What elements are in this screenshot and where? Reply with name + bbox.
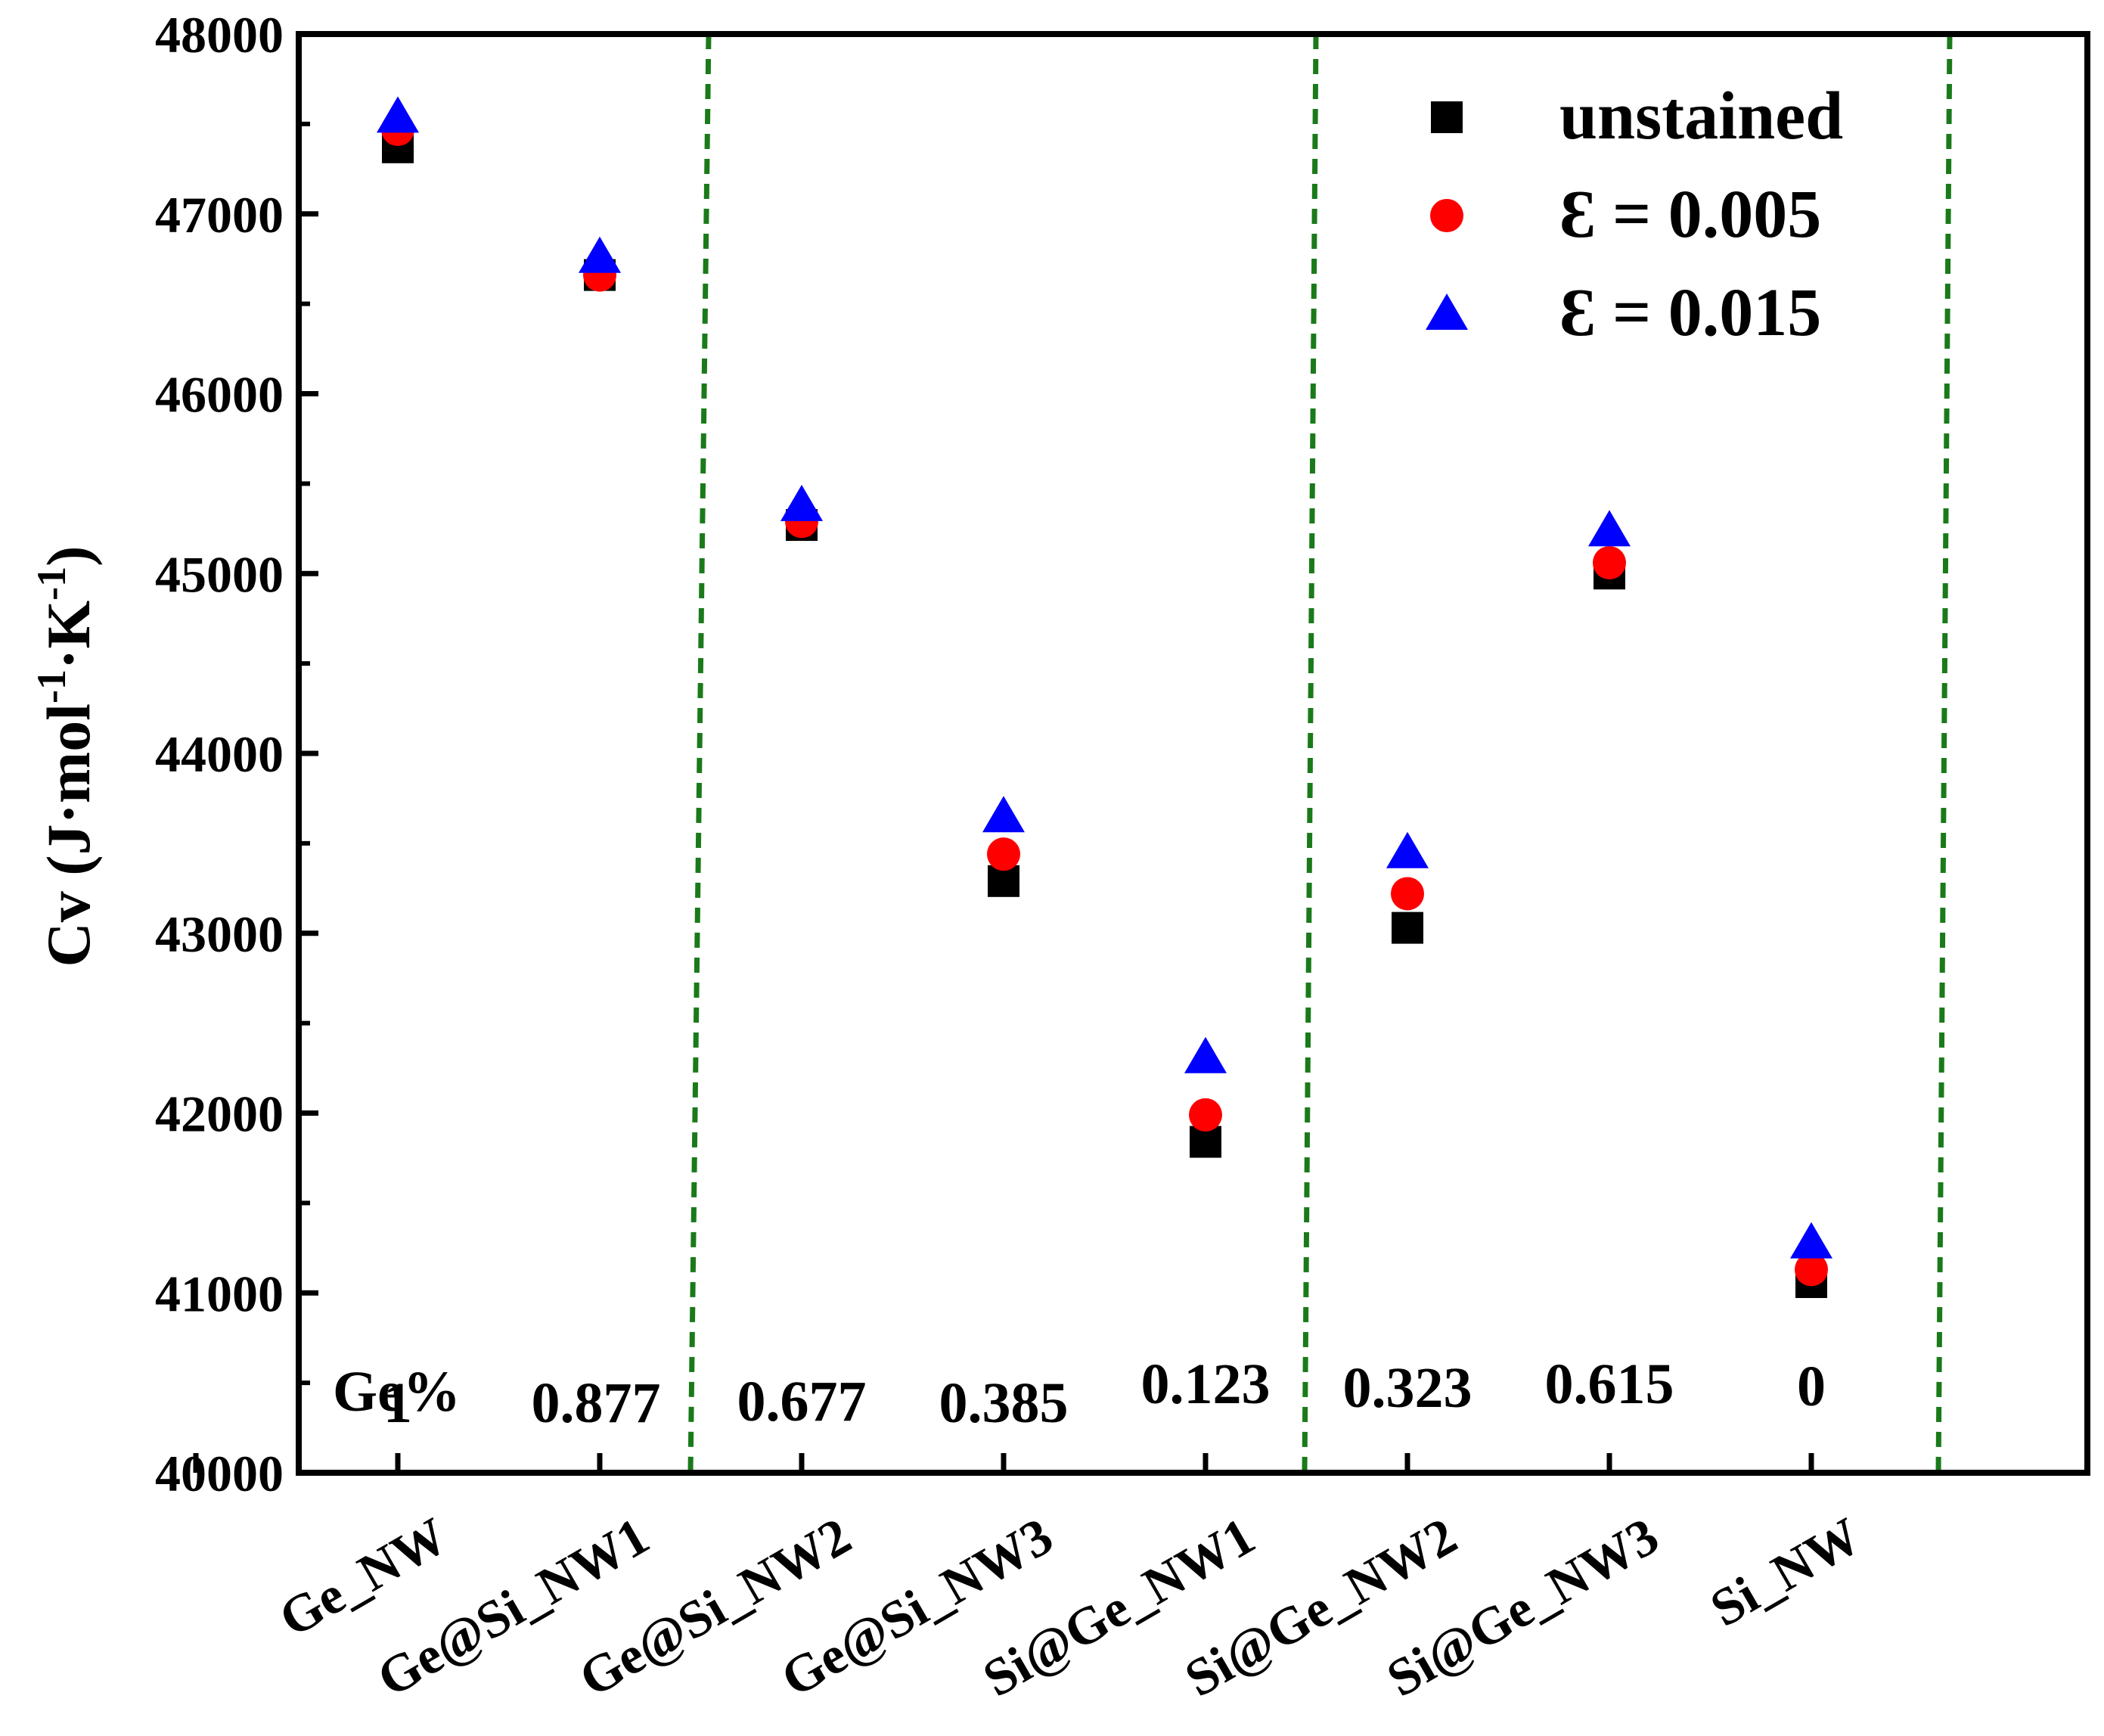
y-tick-label: 48000 xyxy=(155,6,284,64)
legend-item-unstained-marker xyxy=(1431,101,1463,133)
ge-fraction-value: 0.877 xyxy=(532,1371,661,1435)
point-strain-0015 xyxy=(780,484,823,521)
y-tick-label: 41000 xyxy=(155,1265,284,1322)
separator-line xyxy=(687,33,712,1474)
point-strain-0015 xyxy=(982,796,1025,833)
point-strain-0015 xyxy=(1588,510,1631,547)
y-tick-label: 47000 xyxy=(155,186,284,244)
point-strain-0005 xyxy=(1391,877,1424,911)
legend: unstained Ɛ = 0.005 Ɛ = 0.015 xyxy=(1426,79,1843,350)
y-axis-label-main: Cv (J·mol xyxy=(34,703,103,967)
ge-fraction-value: 0 xyxy=(1797,1355,1826,1418)
ge-fraction-value: 0.615 xyxy=(1545,1352,1674,1416)
region-separators xyxy=(687,33,1953,1474)
separator-line xyxy=(1302,33,1319,1474)
point-strain-0015 xyxy=(1184,1036,1227,1073)
y-tick-label: 42000 xyxy=(155,1085,284,1143)
plot-frame xyxy=(296,31,2090,1476)
y-axis-label-sup1: -1 xyxy=(29,669,74,703)
legend-item-unstained-label: unstained xyxy=(1559,79,1843,154)
point-strain-0015 xyxy=(579,236,621,273)
point-strain-0005 xyxy=(987,837,1020,871)
legend-item-strain-0015-label: Ɛ = 0.015 xyxy=(1559,275,1821,350)
y-axis-label-sup2: -1 xyxy=(29,567,74,601)
y-axis: 40000 41000 42000 43000 44000 45000 46000 47000… xyxy=(155,6,318,1502)
ge-fraction-value: 1 xyxy=(383,1371,412,1435)
separator-line xyxy=(1935,33,1953,1474)
ge-fraction-value: 0.385 xyxy=(939,1371,1069,1435)
y-tick-label: 45000 xyxy=(155,545,284,603)
y-axis-label-mid: ·K xyxy=(34,601,103,669)
point-strain-0015 xyxy=(1790,1222,1832,1259)
legend-item-strain-0005-label: Ɛ = 0.005 xyxy=(1559,177,1821,252)
y-tick-label: 43000 xyxy=(155,905,284,963)
ge-fraction-value: 0.123 xyxy=(1141,1352,1271,1416)
y-tick-label: 44000 xyxy=(155,725,284,783)
point-strain-0005 xyxy=(1795,1253,1828,1287)
y-axis-label: Cv (J·mol-1·K-1) xyxy=(29,546,103,967)
point-unstained xyxy=(1392,911,1423,944)
y-axis-label-end: ) xyxy=(34,546,103,567)
point-strain-0015 xyxy=(1386,831,1429,868)
data-points xyxy=(377,96,1832,1298)
ge-fraction-value: 0.677 xyxy=(737,1370,867,1433)
point-strain-0015 xyxy=(377,96,419,133)
legend-item-strain-0015-marker xyxy=(1426,293,1468,330)
ge-fraction-value: 0.323 xyxy=(1343,1356,1472,1420)
ge-fraction-labels: Ge%1 0.877 0.677 0.385 0.123 0.323 0.615 0 xyxy=(333,1352,1826,1435)
ge-percent-label: Ge% xyxy=(333,1360,461,1424)
y-tick-label: 40000 xyxy=(155,1445,284,1502)
point-strain-0005 xyxy=(1189,1098,1222,1132)
legend-item-strain-0005-marker xyxy=(1430,199,1463,232)
y-tick-label: 46000 xyxy=(155,366,284,424)
point-strain-0005 xyxy=(1593,545,1626,579)
